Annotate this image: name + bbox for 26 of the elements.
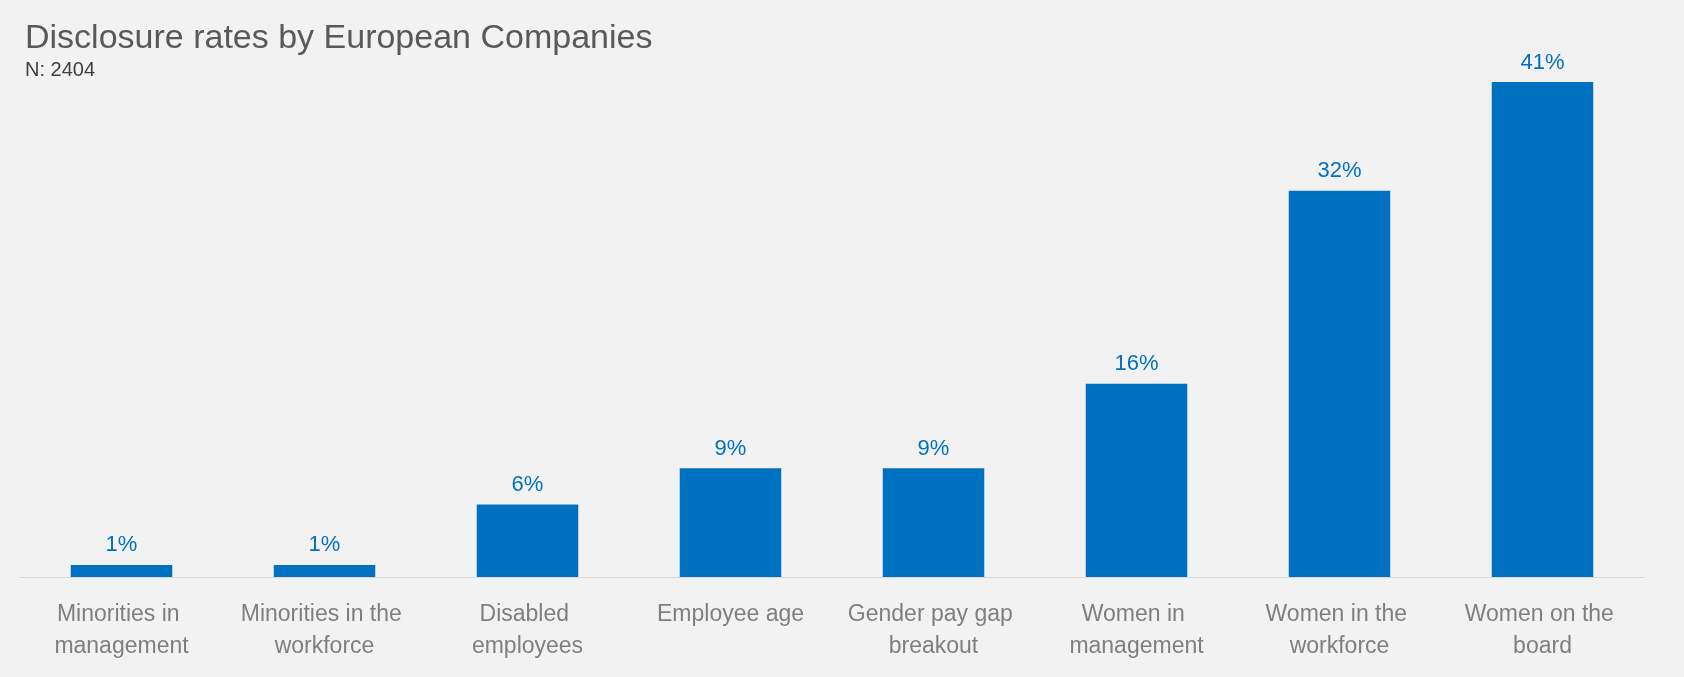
data-label: 1% <box>105 531 138 557</box>
x-tick-label: Women in management <box>1069 600 1205 658</box>
bar <box>70 564 173 577</box>
x-tick-label: Employee age <box>656 600 805 626</box>
bar <box>1491 82 1594 577</box>
data-label: 9% <box>714 434 747 460</box>
data-label: 9% <box>917 434 950 460</box>
bar <box>1288 190 1391 577</box>
x-tick-label: Minorities in management <box>54 600 190 658</box>
x-tick-label: Gender pay gap breakout <box>847 600 1020 658</box>
bar <box>273 564 376 577</box>
data-label: 6% <box>511 471 544 497</box>
data-label: 16% <box>1114 350 1159 376</box>
x-tick-label: Women in the workforce <box>1265 600 1414 658</box>
bar <box>1085 383 1188 577</box>
data-label: 32% <box>1317 157 1362 183</box>
bar <box>679 468 782 577</box>
bar <box>882 468 985 577</box>
data-label: 1% <box>308 531 341 557</box>
chart-title: Disclosure rates by European Companies <box>25 17 653 55</box>
x-tick-label: Disabled employees <box>471 600 584 658</box>
bar <box>476 504 579 577</box>
data-label: 41% <box>1520 48 1565 74</box>
chart-subtitle: N: 2404 <box>25 58 96 80</box>
x-tick-label: Minorities in the workforce <box>240 600 409 658</box>
x-tick-label: Women on the board <box>1464 600 1621 658</box>
